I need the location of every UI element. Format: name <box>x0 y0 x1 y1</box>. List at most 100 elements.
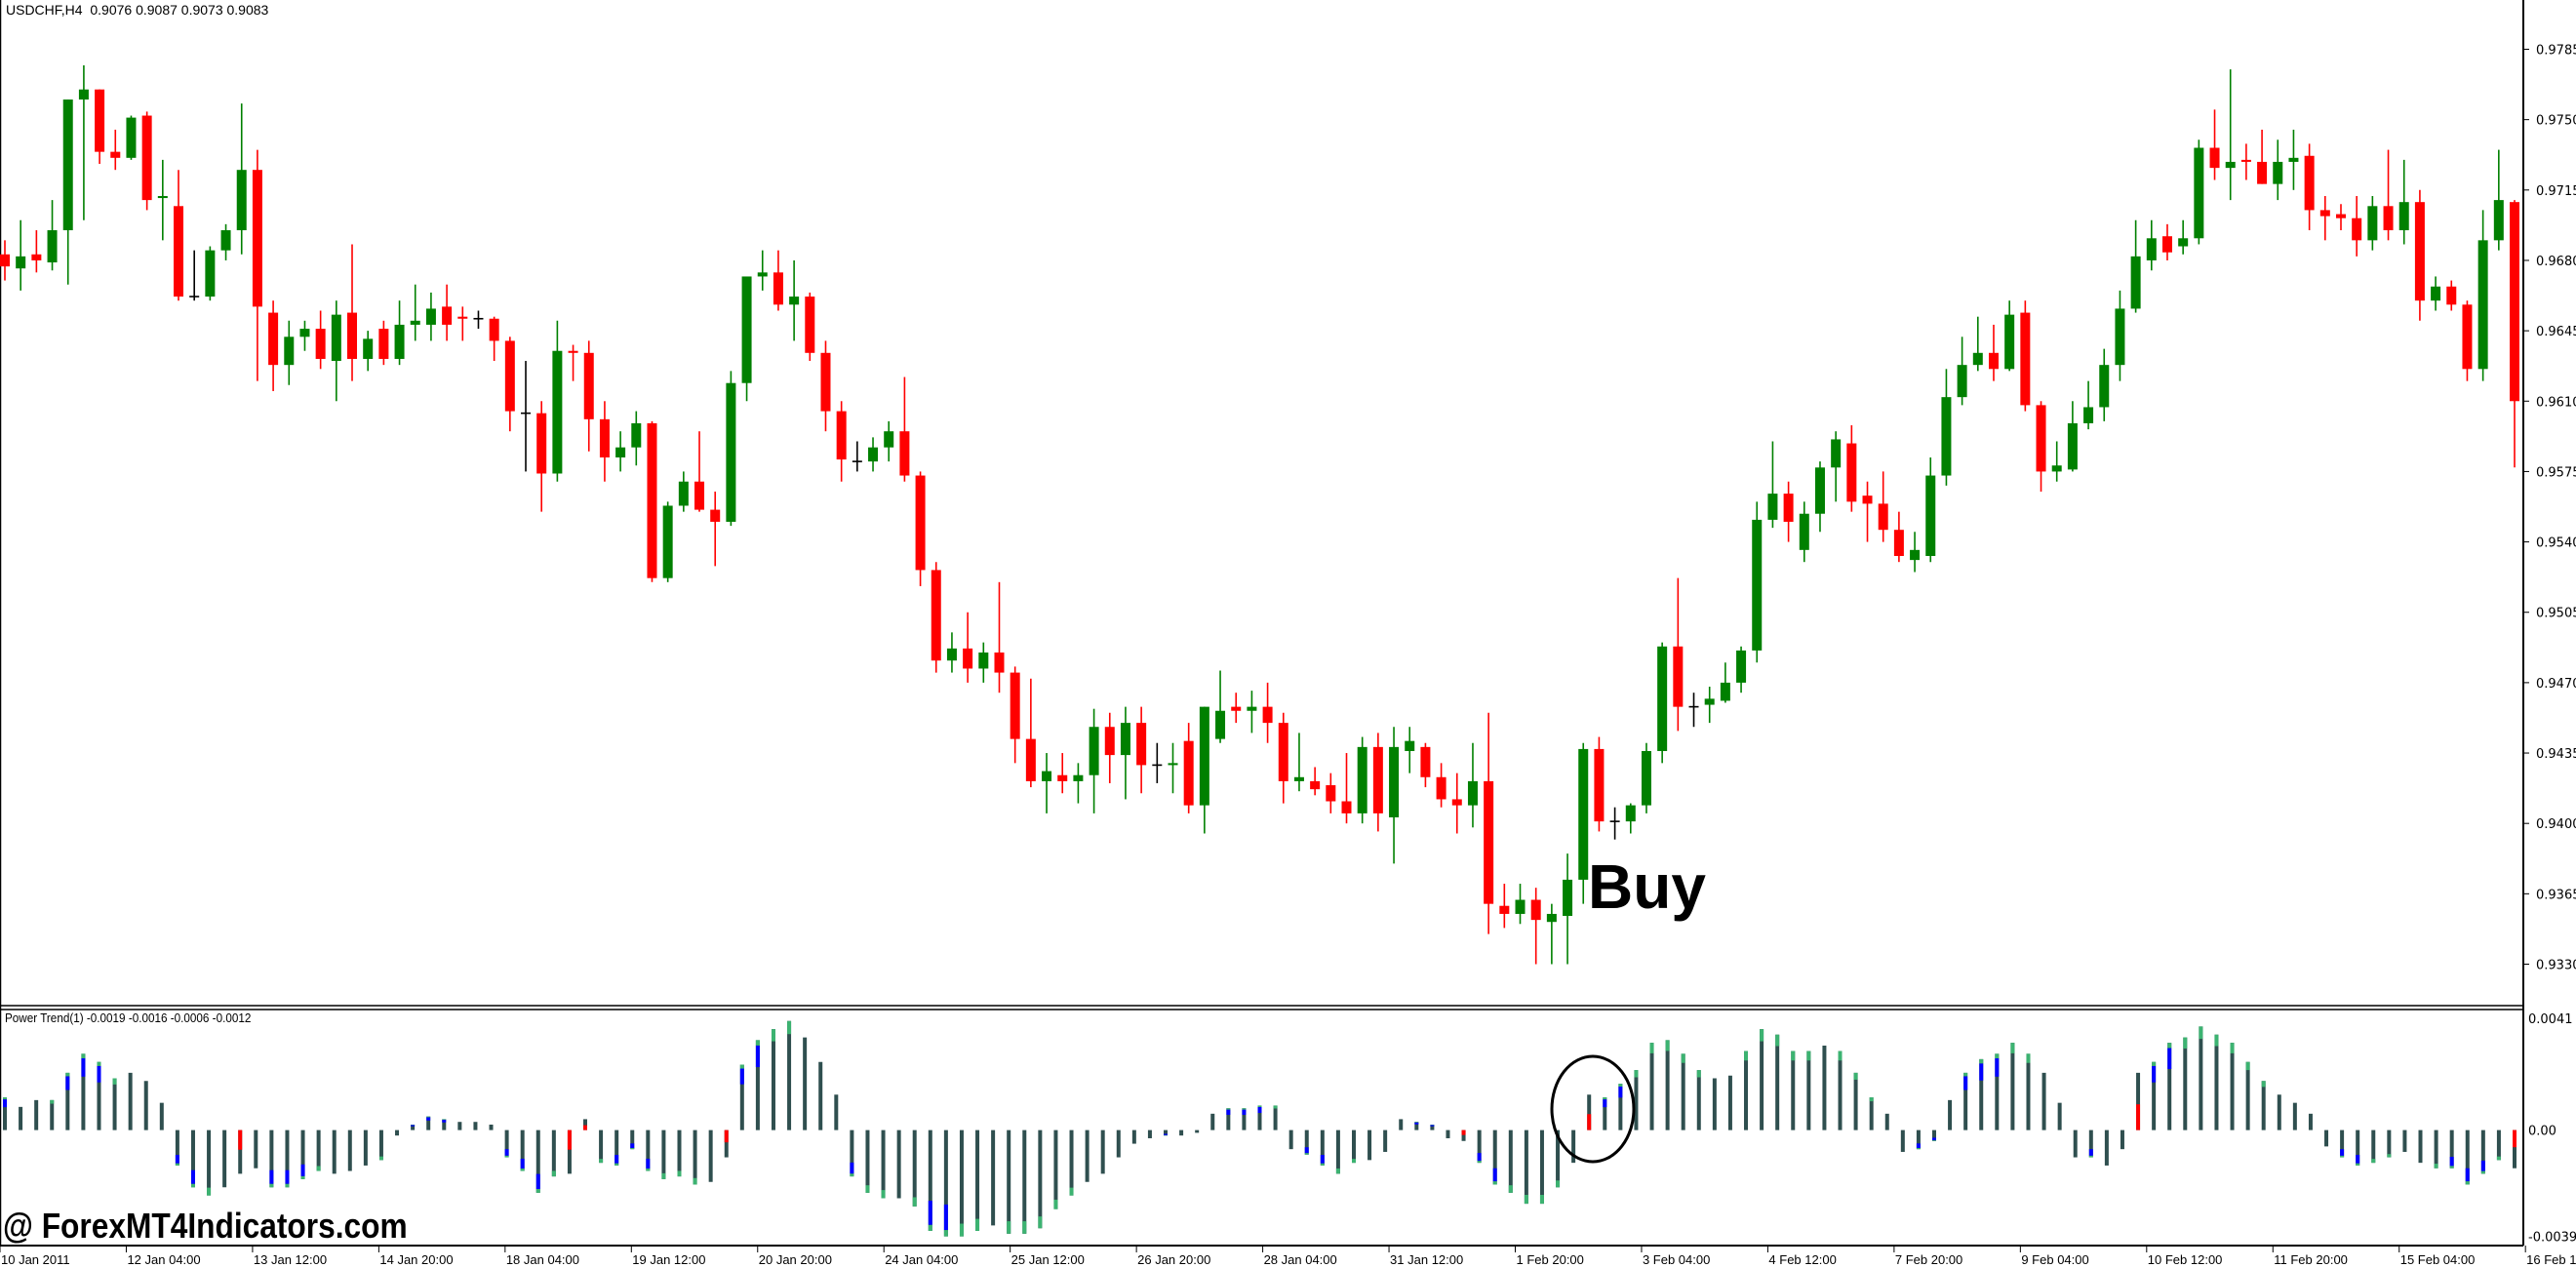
candle-body <box>741 276 752 383</box>
candle-body <box>726 382 736 522</box>
time-tick-label: 20 Jan 20:00 <box>759 1252 832 1267</box>
candle <box>1925 456 1936 563</box>
candle <box>868 437 879 472</box>
candle <box>599 401 610 482</box>
candle <box>2083 380 2094 430</box>
candle-body <box>568 350 578 353</box>
candle <box>1720 662 1730 703</box>
candle <box>2288 129 2299 190</box>
candle <box>1025 678 1036 788</box>
candle <box>1609 807 1620 840</box>
candle-body <box>1357 746 1367 813</box>
candle-body <box>2240 159 2251 162</box>
candle-body <box>1925 475 1936 557</box>
candle-body <box>994 652 1005 673</box>
candle <box>1673 577 1684 732</box>
candle <box>2130 219 2141 313</box>
candle-body <box>1372 746 1383 813</box>
candle <box>2051 441 2062 482</box>
candle <box>963 612 973 683</box>
candle <box>1120 706 1130 800</box>
candle-body <box>2083 407 2094 423</box>
price-tick-label: 0.9715 <box>2536 184 2576 199</box>
candle <box>1152 742 1163 783</box>
candle-body <box>2462 304 2473 370</box>
price-tick-label: 0.9680 <box>2536 255 2576 269</box>
candle <box>442 284 453 341</box>
candle-body <box>2130 256 2141 309</box>
candle-body <box>1120 723 1130 756</box>
candle-body <box>1436 776 1447 800</box>
power-trend-histogram <box>3 1020 2517 1237</box>
candle <box>994 581 1005 693</box>
price-tick-label: 0.9610 <box>2536 395 2576 410</box>
candle-body <box>2431 286 2441 301</box>
candle-body <box>1025 738 1036 781</box>
candle <box>1231 693 1242 724</box>
candle-body <box>1451 799 1462 806</box>
candle <box>726 371 736 527</box>
candle <box>2398 159 2409 245</box>
candle <box>552 320 563 482</box>
time-tick-label: 24 Jan 04:00 <box>885 1252 958 1267</box>
candle <box>820 340 831 432</box>
candle <box>1878 471 1888 542</box>
candle <box>1546 903 1557 965</box>
candle <box>62 99 73 285</box>
candle <box>1310 767 1321 796</box>
candle-body <box>1057 774 1068 781</box>
candle <box>2115 290 2125 381</box>
candle <box>95 89 105 165</box>
price-tick-label: 0.9785 <box>2536 44 2576 59</box>
candle-body <box>805 297 815 353</box>
candle-body <box>1389 746 1400 818</box>
candle-body <box>1736 650 1747 683</box>
candle <box>1831 431 1842 502</box>
candle-body <box>1010 672 1020 739</box>
candle-body <box>1893 530 1904 557</box>
candle <box>710 492 721 567</box>
candle <box>1625 803 1636 834</box>
candle-body <box>1499 905 1510 914</box>
price-axis: 0.9785 0.9750 0.9715 0.9680 0.9645 0.9610 0.95… <box>2523 44 2576 973</box>
candle-body <box>836 411 847 460</box>
candle <box>1846 425 1857 512</box>
candle-body <box>141 115 152 201</box>
candle-body <box>1183 740 1194 806</box>
time-tick-label: 16 Feb 12:00 <box>2526 1252 2576 1267</box>
candle <box>1293 733 1304 792</box>
candle <box>1563 853 1573 965</box>
candle-body <box>378 329 389 359</box>
candle <box>583 340 594 452</box>
time-tick-label: 3 Feb 04:00 <box>1643 1252 1710 1267</box>
candle-body <box>2273 161 2283 184</box>
candle <box>2383 149 2394 241</box>
candle-body <box>2352 218 2362 241</box>
candle <box>2178 219 2189 255</box>
candle <box>915 471 926 586</box>
candle-body <box>1326 785 1336 802</box>
candle-body <box>1704 698 1715 705</box>
candle <box>2304 143 2315 231</box>
indicator-tick-label: 0.0041 <box>2528 1012 2573 1027</box>
candle-body <box>1972 352 1983 366</box>
candle-body <box>62 99 73 231</box>
time-tick-label: 1 Feb 20:00 <box>1517 1252 1584 1267</box>
candle-body <box>1563 879 1573 917</box>
candle <box>2161 223 2172 260</box>
price-tick-label: 0.9365 <box>2536 888 2576 902</box>
candle <box>836 401 847 482</box>
watermark: @ ForexMT4Indicators.com <box>3 1206 408 1246</box>
candle-body <box>1467 780 1478 806</box>
candle <box>694 431 705 512</box>
candle <box>1089 708 1099 813</box>
candle <box>1278 712 1288 804</box>
candle <box>1578 742 1589 904</box>
candle <box>473 310 484 330</box>
candle-body <box>1941 397 1952 476</box>
time-tick-label: 4 Feb 12:00 <box>1768 1252 1836 1267</box>
candle <box>1530 888 1541 965</box>
candle <box>504 337 515 432</box>
